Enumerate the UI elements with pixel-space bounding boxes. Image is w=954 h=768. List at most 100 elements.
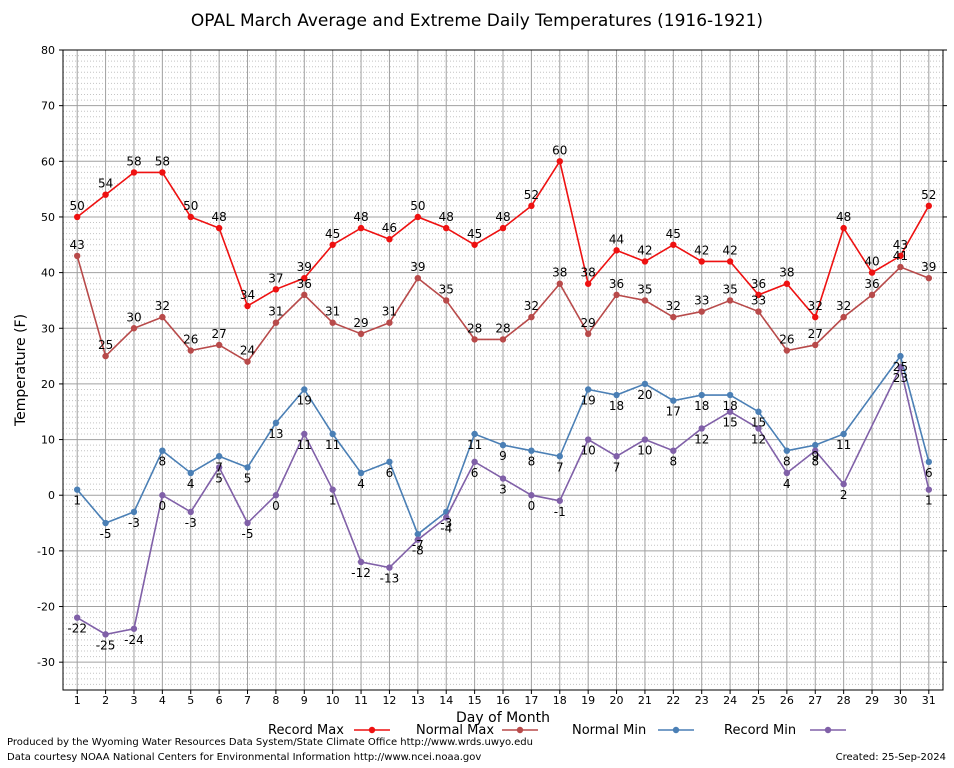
data-point-normal-min (73, 486, 81, 493)
data-point-record-min (755, 425, 762, 432)
data-label-record-max: 38 (581, 266, 596, 280)
data-point-normal-max (840, 313, 847, 321)
data-label-normal-max: 27 (808, 327, 823, 341)
data-label-record-min: 8 (670, 455, 678, 469)
data-label-record-max: 45 (467, 227, 482, 241)
data-point-normal-max (528, 313, 535, 321)
data-label-normal-min: 19 (297, 393, 312, 407)
legend-label-record-max: Record Max (268, 723, 344, 738)
data-point-normal-max (272, 319, 280, 326)
data-point-record-max (159, 169, 166, 176)
y-tick-label: 20 (41, 378, 55, 391)
legend: Record Max Normal Max Normal Min Record Min (268, 723, 846, 738)
x-tick-label: 23 (695, 694, 709, 707)
data-label-normal-max: 35 (722, 282, 737, 296)
data-label-record-max: 45 (666, 227, 681, 241)
data-label-normal-max: 28 (495, 321, 510, 335)
data-point-normal-min (357, 469, 365, 477)
data-point-record-max (783, 280, 791, 287)
data-label-normal-min: 18 (609, 399, 624, 413)
data-label-normal-min: 7 (556, 460, 564, 474)
data-label-record-max: 52 (921, 188, 936, 202)
data-point-record-min (584, 436, 592, 443)
data-point-record-max (244, 302, 251, 310)
data-point-normal-max (357, 330, 365, 338)
y-tick-label: 60 (41, 155, 55, 168)
data-label-normal-min: 18 (722, 399, 737, 413)
data-point-normal-min (755, 408, 762, 415)
data-label-record-max: 40 (864, 255, 879, 269)
data-label-record-min: 6 (471, 466, 479, 480)
data-point-record-min (783, 469, 791, 477)
data-label-normal-min: 17 (666, 405, 681, 419)
data-label-record-max: 37 (268, 271, 283, 285)
data-point-record-max (613, 247, 620, 254)
data-label-normal-max: 39 (921, 260, 936, 274)
data-label-record-min: -4 (440, 521, 452, 535)
y-tick-label: -10 (37, 545, 55, 558)
data-point-record-max (726, 258, 734, 265)
data-point-normal-max (641, 297, 649, 304)
data-label-normal-max: 29 (581, 316, 596, 330)
legend-marker-normal-min (672, 726, 680, 734)
data-point-record-min (244, 519, 251, 527)
data-label-normal-max: 25 (98, 338, 113, 352)
data-label-normal-min: 4 (187, 477, 195, 491)
data-point-record-min (925, 486, 933, 493)
data-label-normal-max: 26 (183, 333, 198, 347)
data-point-record-min (528, 492, 535, 499)
data-point-normal-max (301, 291, 308, 299)
x-tick-label: 22 (666, 694, 680, 707)
data-point-record-min (443, 514, 450, 521)
x-tick-label: 8 (272, 694, 279, 707)
data-label-record-max: 50 (70, 199, 85, 213)
y-tick-label: 50 (41, 211, 55, 224)
data-point-normal-min (386, 458, 393, 466)
data-label-normal-max: 36 (864, 277, 879, 291)
data-point-normal-max (471, 336, 478, 343)
data-label-normal-min: 8 (783, 455, 791, 469)
data-point-normal-min (471, 430, 478, 438)
data-label-record-min: 0 (272, 499, 280, 513)
data-point-record-min (613, 453, 620, 460)
data-point-normal-min (840, 430, 847, 438)
data-label-normal-max: 24 (240, 344, 255, 358)
data-point-record-min (641, 436, 649, 443)
x-tick-label: 4 (159, 694, 166, 707)
data-label-record-max: 54 (98, 177, 113, 191)
data-point-normal-min (301, 386, 308, 393)
data-label-record-max: 50 (410, 199, 425, 213)
x-tick-label: 18 (553, 694, 567, 707)
x-tick-label: 1 (74, 694, 81, 707)
data-point-normal-max (925, 274, 933, 282)
data-label-normal-min: -7 (412, 538, 424, 552)
data-point-normal-min (613, 391, 620, 399)
y-tick-label: 30 (41, 322, 55, 335)
data-point-record-min (698, 425, 705, 432)
data-label-record-min: 3 (499, 483, 507, 497)
data-label-record-min: 5 (215, 471, 223, 485)
x-tick-label: 27 (808, 694, 822, 707)
data-point-record-max (73, 213, 81, 221)
data-point-normal-max (897, 263, 904, 271)
legend-label-normal-min: Normal Min (572, 723, 646, 738)
data-label-normal-min: 7 (215, 460, 223, 474)
legend-marker-record-max (368, 726, 376, 734)
data-label-normal-max: 31 (382, 305, 397, 319)
data-label-normal-max: 38 (552, 266, 567, 280)
data-label-normal-min: 19 (581, 393, 596, 407)
data-point-normal-min (698, 391, 705, 399)
data-label-normal-min: 4 (357, 477, 365, 491)
x-tick-label: 26 (780, 694, 794, 707)
data-label-normal-max: 43 (70, 238, 85, 252)
data-point-record-min (414, 536, 422, 543)
x-tick-label: 6 (216, 694, 223, 707)
data-label-record-max: 42 (694, 243, 709, 257)
data-point-normal-max (726, 297, 734, 304)
data-label-record-max: 60 (552, 143, 567, 157)
data-point-normal-max (812, 341, 819, 349)
data-point-record-min (301, 430, 308, 438)
data-label-normal-max: 35 (637, 282, 652, 296)
data-point-normal-min (812, 441, 819, 449)
data-point-normal-max (329, 319, 336, 326)
